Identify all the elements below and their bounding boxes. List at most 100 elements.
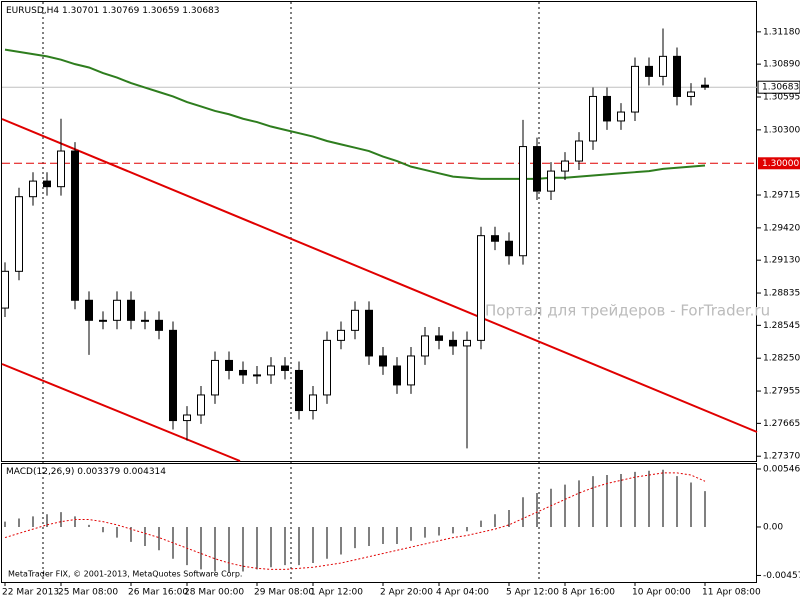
candle-body (155, 319, 163, 331)
close-value: 1.30683 (182, 6, 219, 16)
y-tick-label: -0.004572 (763, 571, 800, 581)
candle-body (253, 374, 261, 377)
candle-body (365, 309, 373, 357)
candle-body (267, 365, 275, 376)
y-tick-label: 1.29420 (763, 223, 800, 233)
chart-header: EURUSD,H4 1.30701 1.30769 1.30659 1.3068… (6, 6, 220, 16)
macd-panel-frame (1, 463, 757, 583)
candle-body (127, 299, 135, 321)
price-panel-frame (1, 1, 757, 462)
x-tick-label: 1 Apr 12:00 (310, 588, 363, 598)
candle-body (183, 414, 191, 422)
candle-body (491, 235, 499, 242)
candle-body (99, 319, 107, 322)
candle-body (659, 55, 667, 77)
candle-body (29, 180, 37, 198)
macd-header: MACD(12,26,9) 0.003379 0.004314 (6, 467, 166, 477)
x-tick-label: 5 Apr 12:00 (506, 588, 559, 598)
x-tick-label: 4 Apr 04:00 (436, 588, 489, 598)
trend-line (1, 118, 758, 433)
x-tick-label: 10 Apr 00:00 (632, 588, 691, 598)
candle-body (337, 329, 345, 341)
candle-body (519, 146, 527, 257)
candle-body (449, 339, 457, 347)
indicator-name: MACD(12,26,9) (6, 467, 74, 477)
candle-body (603, 95, 611, 122)
signal-line (4, 472, 706, 570)
signal-value: 0.004314 (123, 467, 166, 477)
symbol: EURUSD,H4 (6, 6, 59, 16)
x-tick-label: 11 Apr 08:00 (702, 588, 761, 598)
candle-body (561, 160, 569, 172)
y-tick-label: 1.27955 (763, 387, 800, 397)
candle-body (645, 65, 653, 77)
candle-body (1, 270, 9, 309)
level-label-box (758, 157, 800, 170)
candle-body (631, 65, 639, 113)
y-tick-label: 1.27665 (763, 419, 800, 429)
candle-body (113, 299, 121, 321)
macd-value: 0.003379 (77, 467, 120, 477)
candle-body (673, 55, 681, 97)
candle-body (239, 369, 247, 376)
candle-body (169, 329, 177, 422)
candle-body (197, 394, 205, 416)
y-tick-label: 1.31180 (763, 27, 800, 37)
y-tick-label: 1.29715 (763, 191, 800, 201)
watermark: Портал для трейдеров - ForTrader.ru (485, 302, 770, 320)
x-tick-label: 25 Mar 08:00 (58, 588, 118, 598)
x-tick-label: 22 Mar 2013 (2, 588, 59, 598)
x-tick-label: 26 Mar 16:00 (128, 588, 188, 598)
open-value: 1.30701 (62, 6, 99, 16)
y-tick-label: 1.30890 (763, 60, 800, 70)
candle-body (421, 335, 429, 357)
candle-body (379, 355, 387, 367)
candle-body (57, 150, 65, 188)
bid-label: 1.30683 (762, 83, 799, 93)
candle-body (533, 146, 541, 192)
candle-body (295, 369, 303, 412)
moving-average (4, 48, 706, 180)
candle-body (505, 240, 513, 257)
y-tick-label: 1.29130 (763, 256, 800, 266)
candle-body (43, 180, 51, 188)
copyright: MetaTrader FIX, © 2001-2013, MetaQuotes … (8, 570, 242, 579)
x-tick-label: 8 Apr 16:00 (562, 588, 615, 598)
y-tick-label: 1.27370 (763, 452, 800, 462)
candle-body (323, 339, 331, 396)
trend-line (1, 363, 241, 462)
y-tick-label: 0.00 (763, 522, 783, 532)
level-label: 1.30000 (762, 159, 799, 169)
y-tick-label: 1.30595 (763, 93, 800, 103)
x-tick-label: 29 Mar 08:00 (254, 588, 314, 598)
candle-body (225, 359, 233, 371)
low-value: 1.30659 (142, 6, 179, 16)
candle-body (589, 95, 597, 142)
candle-body (351, 309, 359, 331)
y-tick-label: 1.28835 (763, 289, 800, 299)
candle-body (281, 365, 289, 371)
high-value: 1.30769 (102, 6, 139, 16)
x-tick-label: 2 Apr 20:00 (380, 588, 433, 598)
candle-body (71, 150, 79, 301)
x-tick-label: 28 Mar 00:00 (184, 588, 244, 598)
candle-body (15, 196, 23, 272)
candle-body (463, 339, 471, 347)
candle-body (701, 84, 709, 88)
candle-body (687, 91, 695, 97)
candle-body (547, 170, 555, 192)
y-tick-label: 0.005469 (763, 464, 800, 474)
candle-body (141, 319, 149, 322)
candle-body (85, 299, 93, 321)
candle-body (309, 394, 317, 412)
y-tick-label: 1.28250 (763, 354, 800, 364)
candle-body (477, 235, 485, 341)
candle-body (407, 355, 415, 386)
candle-body (393, 365, 401, 386)
candle-body (575, 140, 583, 162)
candle-body (617, 111, 625, 122)
y-tick-label: 1.30300 (763, 125, 800, 135)
candle-body (435, 335, 443, 341)
candle-body (211, 359, 219, 396)
